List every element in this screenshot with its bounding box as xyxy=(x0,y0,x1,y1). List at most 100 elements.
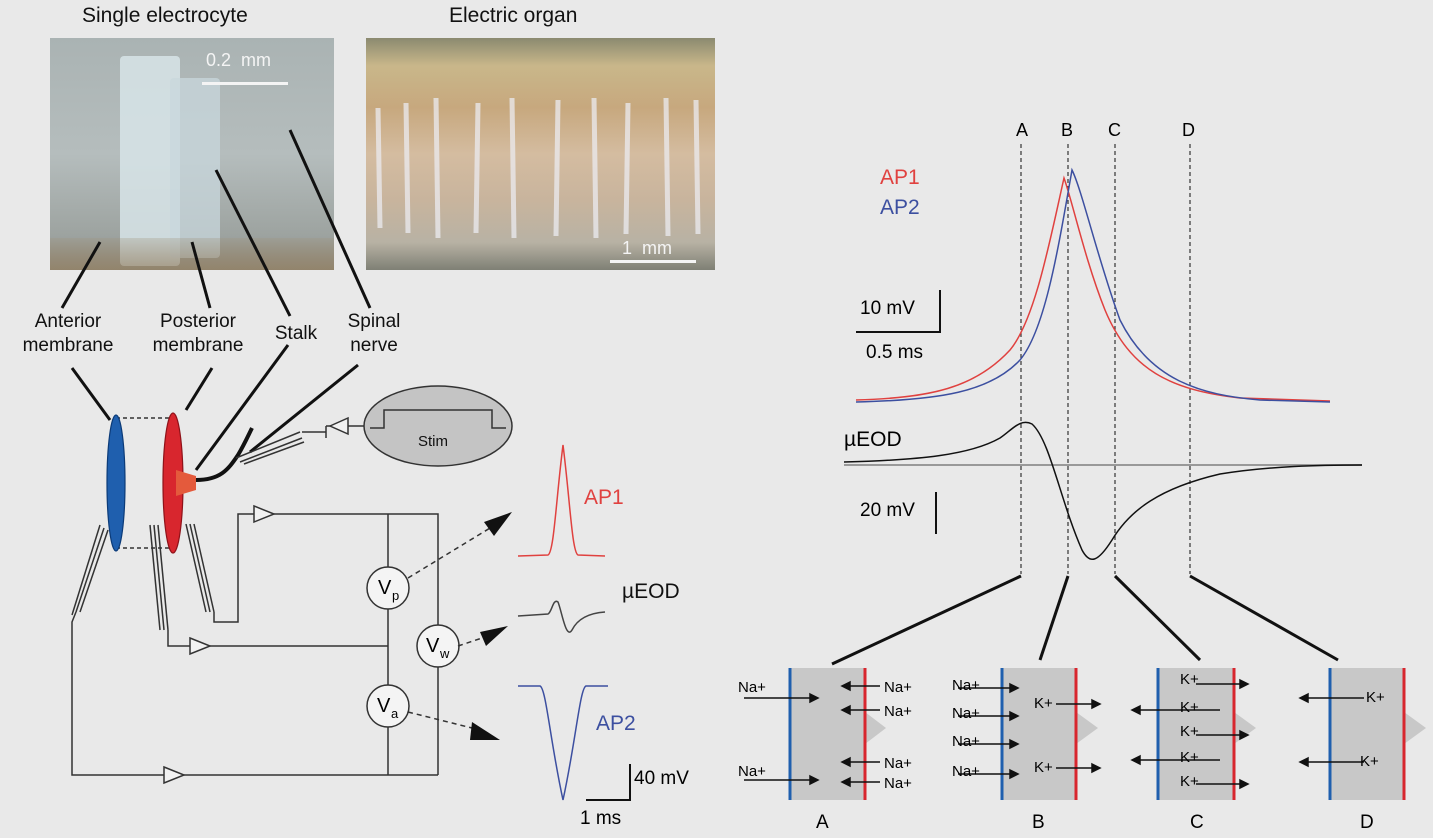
panel-c-k-4: K+ xyxy=(1180,749,1199,766)
spinal-nerve-label: Spinal nerve xyxy=(334,310,414,358)
ueod-label: µEOD xyxy=(844,428,902,451)
anterior-membrane xyxy=(106,414,126,552)
leader-to-panel-c xyxy=(1113,574,1202,662)
spinal-label-line2: nerve xyxy=(350,335,398,356)
electric-organ-title: Electric organ xyxy=(449,4,578,27)
arrowhead-ap1 xyxy=(484,512,512,536)
ion-panel-c: K+ K+ K+ K+ K+ C xyxy=(1130,668,1256,833)
vw-letter: V xyxy=(426,635,440,657)
panel-d-k-2: K+ xyxy=(1360,753,1379,770)
leader-anterior-top xyxy=(60,241,102,309)
arrow-ap1 xyxy=(407,524,496,579)
panel-c-k-3: K+ xyxy=(1180,723,1199,740)
stalk xyxy=(176,470,196,496)
panel-b-na-2: Na+ xyxy=(952,705,980,722)
marker-c-label: C xyxy=(1108,120,1121,140)
marker-b-label: B xyxy=(1061,120,1073,140)
panel-a-label: A xyxy=(816,812,829,833)
posterior-label-line2: membrane xyxy=(152,335,244,356)
panel-c-k-1: K+ xyxy=(1180,671,1199,688)
ueod-trace-label: µEOD xyxy=(622,580,680,603)
panel-b-k-1: K+ xyxy=(1034,695,1053,712)
amp-posterior xyxy=(253,504,277,524)
leader-posterior-top xyxy=(190,241,212,309)
leader-to-panel-d xyxy=(1189,574,1339,662)
vp-sub: p xyxy=(392,588,399,603)
leader-anterior-bottom xyxy=(70,367,112,421)
vp-letter: V xyxy=(378,577,392,599)
leader-to-panel-a xyxy=(831,574,1022,666)
amp-stalk xyxy=(189,636,213,656)
ap2-trace xyxy=(518,685,608,801)
bottom-scale-label: 20 mV xyxy=(860,500,915,521)
panel-b-label: B xyxy=(1032,812,1045,833)
arrowhead-ueod xyxy=(480,626,508,646)
schematic-svg: Stim V p V w V a AP1 µEOD AP2 xyxy=(60,129,689,829)
stim-amplifier xyxy=(328,416,349,436)
organ-scale-label: 1 mm xyxy=(622,238,673,258)
panel-a-na-right-2: Na+ xyxy=(884,703,912,720)
va-meter xyxy=(366,684,410,728)
ap1-trace-label: AP1 xyxy=(584,486,624,509)
leader-posterior-bottom xyxy=(184,367,214,411)
organ-scale-bar xyxy=(610,260,696,263)
posterior-membrane-label: Posterior membrane xyxy=(138,310,258,358)
stim-electrode xyxy=(235,425,348,465)
electrocyte-scale-label: 0.2 mm xyxy=(206,50,272,70)
arrowhead-ap2 xyxy=(470,722,500,740)
panel-b-k-2: K+ xyxy=(1034,759,1053,776)
marker-a-label: A xyxy=(1016,120,1028,140)
panel-a-na-left-1: Na+ xyxy=(738,679,766,696)
leader-spinal-top xyxy=(288,129,372,309)
recording-pipettes xyxy=(71,523,215,631)
panel-d-k-1: K+ xyxy=(1366,689,1385,706)
panel-a-na-right-3: Na+ xyxy=(884,755,912,772)
amp-anterior xyxy=(163,765,187,785)
posterior-label-line1: Posterior xyxy=(159,311,237,332)
stim-label: Stim xyxy=(418,433,448,450)
anterior-membrane-label: Anterior membrane xyxy=(8,310,128,358)
ap1-trace xyxy=(517,444,606,557)
top-scale-voltage: 10 mV xyxy=(860,298,915,319)
legend-ap1: AP1 xyxy=(880,166,920,189)
top-scale-time: 0.5 ms xyxy=(866,342,923,363)
ueod-trace xyxy=(517,600,606,633)
stimulator xyxy=(363,385,513,467)
va-letter: V xyxy=(377,695,391,717)
electric-organ-photo: 1 mm xyxy=(366,38,715,270)
panel-b-na-1: Na+ xyxy=(952,677,980,694)
single-electrocyte-title: Single electrocyte xyxy=(82,4,248,27)
panel-c-label: C xyxy=(1190,812,1204,833)
ion-panel-b: Na+ Na+ Na+ Na+ K+ K+ B xyxy=(952,668,1102,833)
spinal-label-line1: Spinal xyxy=(347,311,401,332)
small-scale-voltage: 40 mV xyxy=(634,768,689,789)
arrow-ap2 xyxy=(407,711,481,731)
circuit-wiring xyxy=(71,513,439,776)
vp-meter xyxy=(366,566,410,610)
panel-b-na-4: Na+ xyxy=(952,763,980,780)
right-ap1-trace xyxy=(855,175,1331,402)
panel-a-na-left-2: Na+ xyxy=(738,763,766,780)
right-ap2-trace xyxy=(855,167,1331,403)
anterior-label-line2: membrane xyxy=(22,335,114,356)
va-sub: a xyxy=(391,706,399,721)
stalk-label: Stalk xyxy=(274,323,318,344)
leader-stalk-bottom xyxy=(194,344,290,471)
panel-c-k-2: K+ xyxy=(1180,699,1199,716)
leader-to-panel-b xyxy=(1038,575,1070,661)
panel-a-na-right-1: Na+ xyxy=(884,679,912,696)
panel-c-k-5: K+ xyxy=(1180,773,1199,790)
spinal-nerve xyxy=(195,427,254,482)
top-scale-bar xyxy=(856,290,941,333)
anterior-label-line1: Anterior xyxy=(34,311,102,332)
small-scale-bar xyxy=(586,764,631,801)
small-scale-time: 1 ms xyxy=(580,808,621,829)
leader-stalk-top xyxy=(214,169,292,317)
legend-ap2: AP2 xyxy=(880,196,920,219)
electrocyte-posterior-face xyxy=(170,78,220,258)
electrocyte-scale-bar xyxy=(202,82,288,85)
panel-d-label: D xyxy=(1360,812,1374,833)
stim-pulse-icon xyxy=(370,409,506,429)
marker-d-label: D xyxy=(1182,120,1195,140)
right-panel-svg: A B C D AP1 AP2 10 mV 0.5 ms µEOD 20 mV xyxy=(738,120,1426,833)
